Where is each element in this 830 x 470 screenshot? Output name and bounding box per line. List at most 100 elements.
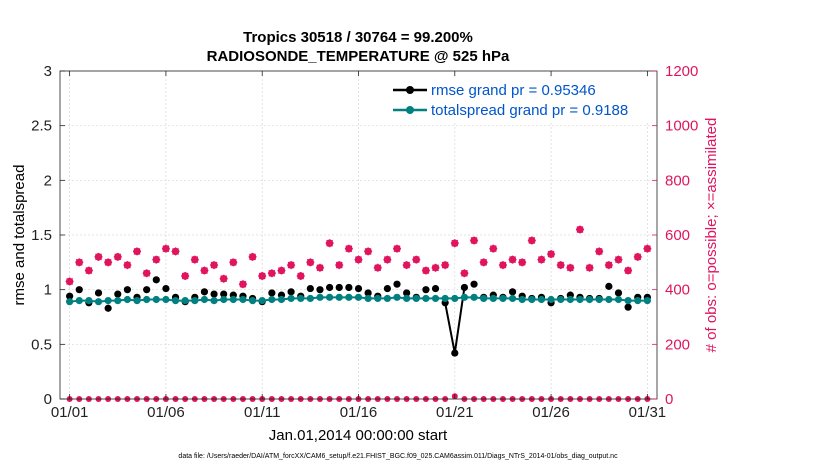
obs-assimilated-point <box>181 272 190 280</box>
obs-assimilated-point <box>575 225 584 234</box>
left-tick-label: 1.5 <box>31 227 52 244</box>
obs-assimilated-point <box>335 261 344 270</box>
obs-assimilated-point <box>229 258 238 267</box>
spread-point <box>181 297 189 305</box>
obs-assimilated-point <box>277 266 286 275</box>
spread-point <box>345 293 353 301</box>
spread-point <box>268 295 276 304</box>
legend-spread-marker <box>406 106 414 114</box>
obs-assimilated-point <box>200 266 209 275</box>
spread-point <box>383 294 391 303</box>
obs-assimilated-point <box>238 280 247 289</box>
rmse-point <box>460 283 469 292</box>
rmse-point <box>66 292 74 300</box>
chart-subtitle: RADIOSONDE_TEMPERATURE @ 525 hPa <box>207 48 510 65</box>
spread-point <box>85 297 93 305</box>
chart-title: Tropics 30518 / 30764 = 99.200% <box>243 29 473 46</box>
spread-point <box>364 294 372 303</box>
spread-point <box>123 295 132 304</box>
x-axis: 01/01 01/06 01/11 01/16 01/21 01/26 01/31 <box>51 71 666 421</box>
rmse-point <box>383 284 391 293</box>
obs-assimilated-point <box>354 255 363 264</box>
obs-assimilated-point <box>402 261 411 270</box>
obs-assimilated-point <box>470 236 479 245</box>
x-tick-label: 01/26 <box>532 404 570 421</box>
left-tick-label: 2 <box>44 172 52 189</box>
rmse-point <box>354 284 363 293</box>
obs-assimilated-point <box>94 252 103 261</box>
spread-point <box>643 297 651 305</box>
left-tick-label: 3 <box>44 63 52 80</box>
rmse-point <box>624 303 632 311</box>
obs-assimilated-point <box>643 244 652 253</box>
spread-point <box>220 295 228 304</box>
spread-point <box>239 295 247 304</box>
obs-assimilated-point <box>441 261 450 270</box>
x-axis-label: Jan.01,2014 00:00:00 start <box>269 427 448 444</box>
spread-point <box>547 295 555 304</box>
spread-point <box>576 295 584 304</box>
spread-point <box>66 298 74 306</box>
spread-point <box>508 294 517 303</box>
spread-point <box>354 293 363 301</box>
obs-assimilated-point <box>614 255 623 264</box>
spread-point <box>326 293 334 301</box>
obs-assimilated-point <box>393 244 402 253</box>
obs-assimilated-point <box>460 269 469 278</box>
obs-assimilated-point <box>161 244 170 253</box>
spread-point <box>229 295 237 304</box>
rmse-point <box>94 289 103 297</box>
obs-assimilated-point <box>537 255 546 264</box>
spread-point <box>94 298 103 306</box>
obs-assimilated-point <box>171 247 180 256</box>
rmse-point <box>470 280 478 288</box>
spread-point <box>480 294 488 303</box>
rmse-point <box>393 280 401 288</box>
obs-assimilated-point <box>527 236 536 245</box>
spread-point <box>316 293 324 301</box>
spread-point <box>441 294 449 303</box>
obs-assimilated-point <box>412 255 421 264</box>
left-tick-label: 0 <box>44 391 52 408</box>
spread-point <box>528 295 536 304</box>
spread-point <box>75 297 83 305</box>
rmse-point <box>200 288 209 296</box>
spread-point <box>451 294 459 303</box>
obs-assimilated-point <box>306 258 315 267</box>
spread-point <box>162 295 170 304</box>
spread-point <box>412 294 420 303</box>
obs-assimilated-point <box>190 255 199 264</box>
rmse-point <box>364 289 372 297</box>
obs-assimilated-point <box>518 258 527 267</box>
rmse-point <box>75 286 83 294</box>
obs-assimilated-point <box>219 274 228 283</box>
obs-assimilated-point <box>556 261 565 270</box>
series-layer <box>65 225 652 402</box>
rmse-point <box>335 283 343 292</box>
rmse-point <box>605 282 613 290</box>
spread-point <box>393 293 401 301</box>
obs-assimilated-point <box>65 277 74 286</box>
obs-assimilated-point <box>547 250 556 259</box>
obs-assimilated-point <box>258 272 267 280</box>
spread-point <box>335 293 343 301</box>
data-file-footnote: data file: /Users/raeder/DAI/ATM_forcXX/… <box>178 453 618 460</box>
spread-point <box>152 295 160 304</box>
spread-point <box>585 295 594 304</box>
rmse-point <box>306 284 314 293</box>
right-tick-label: 200 <box>665 336 690 353</box>
obs-assimilated-point <box>373 263 382 272</box>
rmse-point <box>143 286 151 294</box>
obs-assimilated-point <box>142 269 151 278</box>
spread-point <box>403 294 411 303</box>
obs-assimilated-point <box>152 255 161 264</box>
obs-assimilated-point <box>123 261 132 270</box>
obs-assimilated-point <box>248 252 257 261</box>
obs-assimilated-point <box>421 266 430 275</box>
obs-assimilated-point <box>383 255 392 264</box>
obs-assimilated-point <box>479 258 488 267</box>
x-tick-label: 01/11 <box>244 404 280 421</box>
spread-point <box>614 295 623 304</box>
rmse-point <box>422 286 430 294</box>
rmse-point <box>114 290 122 298</box>
